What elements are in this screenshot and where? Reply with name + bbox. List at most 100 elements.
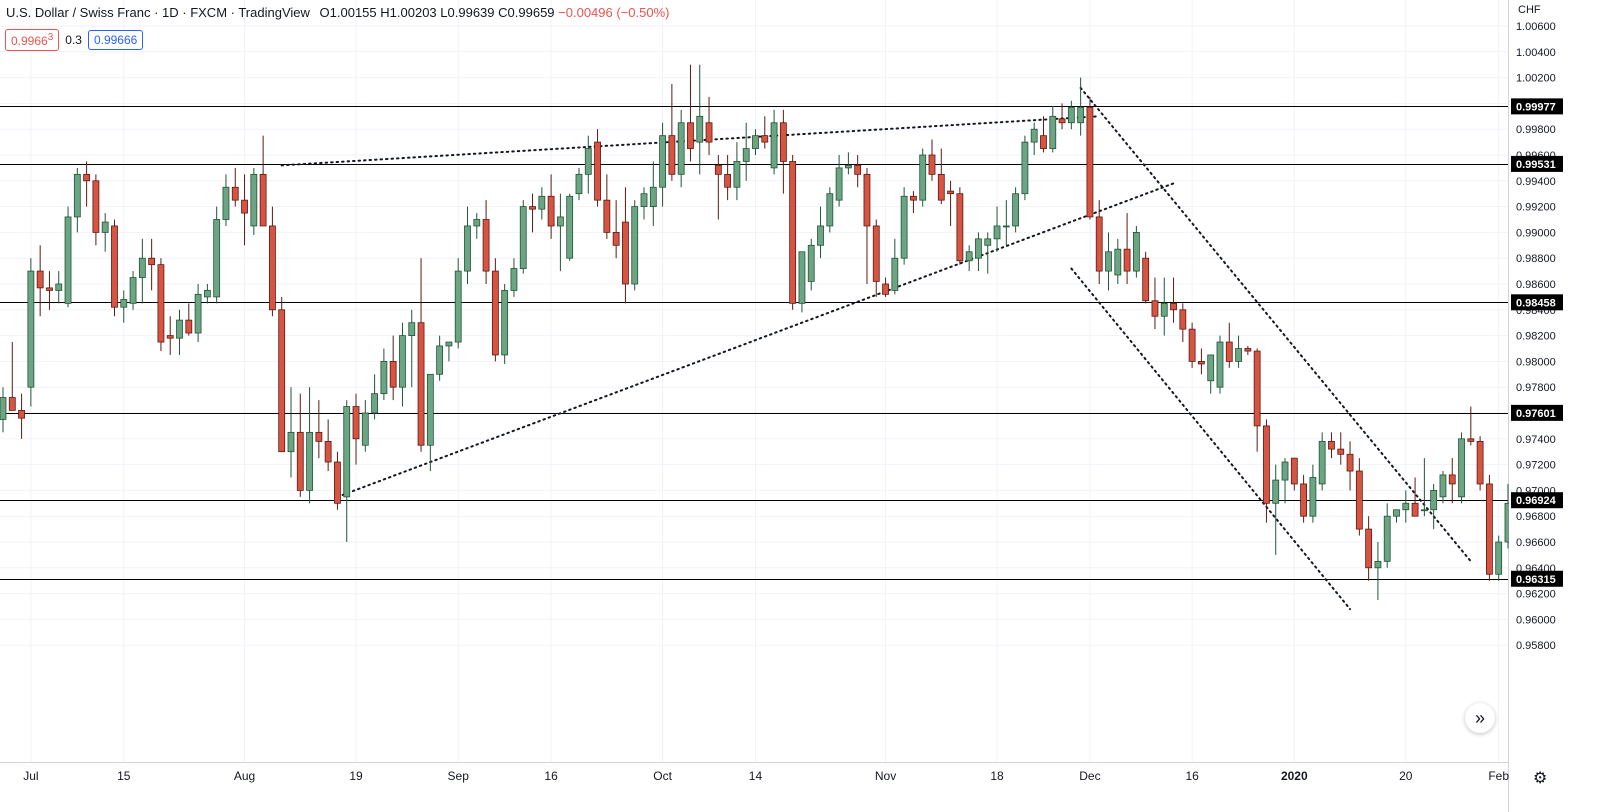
- candle-up: [64, 206, 72, 308]
- candle-up: [584, 135, 592, 194]
- candle-body: [1272, 479, 1280, 504]
- buy-price-button[interactable]: 0.99666: [87, 30, 144, 50]
- candle-body: [742, 148, 750, 162]
- candle-body: [779, 122, 787, 162]
- candle-body: [501, 290, 509, 356]
- candle-body: [1030, 128, 1038, 143]
- candle-body: [296, 431, 304, 491]
- candles: [0, 64, 1558, 601]
- time-axis[interactable]: Jul 15 Aug 19 Sep 16 Oct 14 Nov 18 Dec 16 2020 20 Feb: [23, 769, 1509, 783]
- candle-down: [854, 155, 862, 188]
- candle-body: [185, 319, 193, 334]
- time-tick-label: Jul: [23, 769, 38, 783]
- candle-body: [919, 154, 927, 201]
- price-tick-label: 0.99400: [1516, 176, 1556, 188]
- chart-settings-button[interactable]: ⚙: [1533, 768, 1547, 788]
- candle-body: [1132, 231, 1140, 272]
- candle-up: [436, 335, 444, 381]
- candle-up: [1374, 542, 1382, 601]
- time-tick-label: 16: [544, 769, 558, 783]
- candle-body: [445, 341, 453, 347]
- candle-up: [1114, 238, 1122, 284]
- high-label: H: [380, 5, 390, 20]
- candle-body: [993, 225, 1001, 240]
- candle-down: [1058, 103, 1066, 130]
- candle-body: [1179, 309, 1187, 330]
- candle-down: [111, 219, 118, 317]
- candle-down: [1263, 419, 1270, 523]
- candle-body: [1086, 106, 1094, 218]
- candle-body: [1216, 341, 1224, 388]
- candle-up: [176, 309, 183, 355]
- candle-body: [575, 173, 583, 195]
- candle-down: [1225, 322, 1233, 368]
- candle-body: [844, 164, 852, 169]
- close-label: C: [498, 5, 508, 20]
- candle-body: [64, 216, 72, 304]
- candle-body: [1170, 302, 1177, 311]
- candle-up: [138, 238, 146, 304]
- time-tick-label: 20: [1399, 769, 1413, 783]
- candle-body: [473, 219, 481, 227]
- candle-body: [956, 193, 964, 262]
- candle-body: [835, 167, 843, 201]
- level-price-tag-label: 0.98458: [1516, 297, 1556, 309]
- candle-down: [296, 393, 304, 497]
- candle-body: [622, 221, 629, 285]
- candle-body: [1012, 193, 1020, 227]
- candle-body: [1430, 489, 1438, 511]
- candle-up: [844, 152, 852, 175]
- candle-down: [1328, 432, 1335, 459]
- candle-body: [1328, 440, 1335, 450]
- candle-up: [826, 187, 834, 233]
- candle-body: [491, 270, 499, 356]
- symbol-title: U.S. Dollar / Swiss Franc · 1D · FXCM · …: [6, 5, 310, 20]
- candle-up: [361, 400, 369, 452]
- candle-up: [1495, 535, 1503, 581]
- time-tick-label: Feb: [1488, 769, 1509, 783]
- candle-up: [426, 373, 434, 472]
- level-price-tag: [1511, 570, 1563, 587]
- candle-down: [18, 393, 25, 439]
- candle-body: [1318, 440, 1326, 485]
- candle-up: [1105, 232, 1112, 291]
- price-tick-label: 0.99000: [1516, 227, 1556, 239]
- candle-up: [371, 374, 379, 420]
- candle-body: [910, 195, 917, 201]
- candle-up: [1002, 200, 1010, 246]
- candle-down: [1142, 251, 1150, 304]
- high-value: 1.00203: [389, 5, 437, 20]
- candle-body: [222, 186, 230, 220]
- candle-body: [659, 135, 666, 188]
- level-price-tag-label: 0.99977: [1516, 101, 1556, 113]
- candle-body: [603, 199, 611, 233]
- candle-body: [984, 238, 992, 246]
- candle-down: [594, 129, 601, 207]
- level-price-tag-label: 0.99531: [1516, 159, 1556, 171]
- price-axis[interactable]: CHF0.958000.960000.962000.964000.966000.…: [1509, 0, 1607, 812]
- candle-down: [1040, 116, 1047, 153]
- quote-row: 0.99663 0.3 0.99666: [5, 29, 144, 51]
- sell-price-button[interactable]: 0.99663: [5, 29, 60, 51]
- candle-up: [510, 258, 518, 297]
- candle-down: [166, 316, 174, 355]
- gear-icon: ⚙: [1533, 770, 1548, 787]
- double-chevron-right-icon: »: [1474, 707, 1485, 728]
- scroll-to-realtime-button[interactable]: »: [1465, 703, 1495, 733]
- candle-body: [1290, 457, 1298, 485]
- candle-up: [919, 148, 927, 207]
- candle-body: [380, 360, 388, 395]
- candle-up: [659, 122, 666, 207]
- candle-up: [1049, 105, 1057, 153]
- price-tick-label: 0.98000: [1516, 356, 1556, 368]
- candle-up: [770, 109, 778, 175]
- candle-body: [789, 161, 797, 304]
- candle-up: [1021, 135, 1029, 201]
- candle-down: [882, 277, 889, 297]
- time-tick-label: 2020: [1281, 769, 1308, 783]
- time-tick-label: 16: [1185, 769, 1199, 783]
- candle-up: [464, 206, 471, 284]
- candle-body: [1077, 106, 1085, 124]
- candle-down: [46, 271, 53, 310]
